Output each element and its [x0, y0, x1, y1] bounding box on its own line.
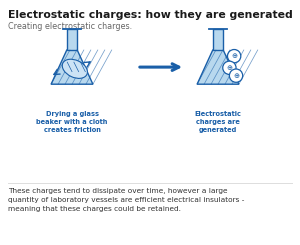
- Circle shape: [223, 61, 236, 74]
- Polygon shape: [67, 29, 77, 50]
- Text: Drying a glass
beaker with a cloth
creates friction: Drying a glass beaker with a cloth creat…: [36, 111, 108, 133]
- Polygon shape: [51, 50, 93, 84]
- Text: Electrostatic
charges are
generated: Electrostatic charges are generated: [195, 111, 242, 133]
- Ellipse shape: [62, 59, 87, 78]
- Circle shape: [230, 69, 243, 82]
- Text: These charges tend to dissipate over time, however a large
quantity of laborator: These charges tend to dissipate over tim…: [8, 188, 244, 211]
- Text: ⊕: ⊕: [233, 73, 239, 79]
- Polygon shape: [213, 29, 223, 50]
- Text: ⊕: ⊕: [231, 53, 237, 59]
- Text: Electrostatic charges: how they are generated: Electrostatic charges: how they are gene…: [8, 10, 293, 20]
- Text: Creating electrostatic charges.: Creating electrostatic charges.: [8, 22, 132, 31]
- Polygon shape: [197, 50, 239, 84]
- Text: ⊕: ⊕: [226, 65, 232, 71]
- Circle shape: [227, 49, 241, 63]
